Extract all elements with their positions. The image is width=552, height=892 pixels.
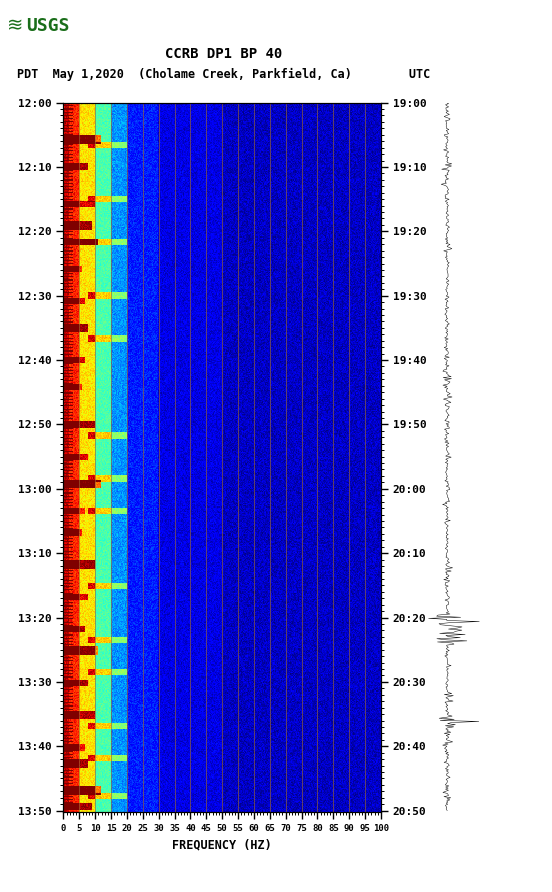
Text: PDT  May 1,2020  (Cholame Creek, Parkfield, Ca)        UTC: PDT May 1,2020 (Cholame Creek, Parkfield… xyxy=(17,69,430,81)
Text: CCRB DP1 BP 40: CCRB DP1 BP 40 xyxy=(165,47,282,61)
Text: USGS: USGS xyxy=(26,17,70,35)
Text: ≋: ≋ xyxy=(7,16,23,36)
X-axis label: FREQUENCY (HZ): FREQUENCY (HZ) xyxy=(172,838,272,851)
